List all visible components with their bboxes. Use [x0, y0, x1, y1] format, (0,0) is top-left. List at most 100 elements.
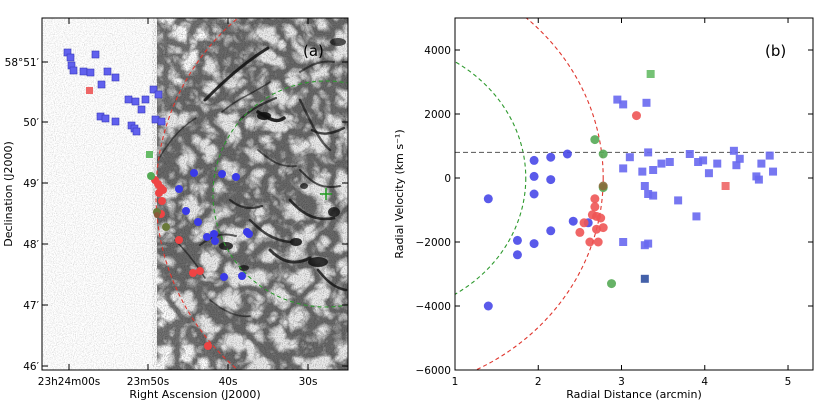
- y-tick-label: 58°51′: [5, 57, 40, 69]
- blue-square-point: [657, 159, 666, 168]
- source-markers: [63, 48, 253, 350]
- red-circle-markers: [151, 176, 212, 350]
- blue-square-point: [619, 238, 628, 246]
- navy-square-point: [640, 274, 649, 283]
- panel-b-plot-area: [455, 18, 813, 370]
- inner-circle: [455, 61, 527, 295]
- blue-square-point: [699, 156, 708, 165]
- y-tick-label: 2000: [424, 109, 451, 121]
- blue-square-point: [619, 100, 628, 109]
- panel-a-image: (a) 23h24m00s 23m50s 40s 30s 58°51′ 50′ …: [2, 17, 349, 401]
- blue-circle-point: [512, 235, 522, 245]
- panel-a-ticks: [42, 18, 348, 370]
- y-tick-label: 50′: [23, 117, 39, 129]
- red-circle-point: [631, 111, 641, 121]
- blue-square-point: [735, 154, 744, 163]
- x-tick-label: 30s: [299, 376, 318, 388]
- y-tick-label: −6000: [415, 365, 451, 377]
- olive-circle-point: [598, 181, 608, 191]
- blue-square-point: [769, 167, 778, 176]
- y-tick-label: 47′: [23, 300, 39, 312]
- blue-square-point: [649, 191, 658, 200]
- blue-square-point: [694, 158, 703, 166]
- blue-square-point: [754, 175, 763, 184]
- blue-square-point: [644, 239, 653, 248]
- x-tick-label: 23m50s: [127, 376, 169, 388]
- blue-circle-point: [483, 194, 493, 204]
- y-tick-label: −4000: [415, 301, 451, 313]
- blue-circle-point: [546, 175, 556, 185]
- blue-circle-point: [546, 226, 556, 236]
- y-tick-label: 4000: [424, 45, 451, 57]
- panel-b-frame: [454, 17, 814, 371]
- blue-circle-markers: [175, 169, 253, 281]
- panel-b-x-axis-label: Radial Distance (arcmin): [566, 388, 701, 401]
- blue-circle-point: [529, 239, 539, 249]
- blue-square-point: [765, 151, 774, 160]
- remnant-image: [42, 18, 348, 370]
- blue-circle-point: [546, 152, 556, 162]
- x-tick-label: 5: [785, 376, 792, 388]
- x-tick-label: 1: [452, 376, 459, 388]
- x-tick-label: 4: [701, 376, 708, 388]
- x-tick-label: 2: [535, 376, 542, 388]
- x-tick-label: 40s: [219, 376, 238, 388]
- blue-square-point: [729, 146, 738, 155]
- blue-square-point: [674, 196, 683, 205]
- panel-b-y-axis-label: Radial Velocity (km s⁻¹): [393, 129, 406, 258]
- blue-square-point: [644, 148, 653, 157]
- panel-b-scatter: 1 2 3 4 5 −6000 −4000 −2000 0 2000 4000 (b) Radial…: [393, 17, 814, 401]
- blue-square-point: [732, 161, 741, 170]
- red-circle-point: [579, 218, 589, 228]
- green-circle-point: [590, 135, 600, 145]
- blue-square-point: [642, 98, 651, 107]
- blue-square-markers: [63, 48, 166, 136]
- red-square-marker: [86, 87, 93, 94]
- red-circle-point: [596, 213, 606, 223]
- blue-square-point: [613, 95, 622, 104]
- y-tick-label: −2000: [415, 237, 451, 249]
- y-tick-label: 48′: [23, 239, 39, 251]
- y-tick-label: 46′: [23, 361, 39, 373]
- blue-circle-point: [529, 171, 539, 181]
- blue-circle-point: [512, 250, 522, 260]
- dark-knots: [219, 38, 346, 271]
- outer-circle: [474, 18, 604, 370]
- y-tick-label: 0: [444, 173, 451, 185]
- inner-radius-circle: [212, 80, 348, 308]
- blue-circle-point: [483, 301, 493, 311]
- blue-square-point: [619, 164, 628, 173]
- blue-square-point: [649, 166, 658, 174]
- blue-circle-point: [529, 189, 539, 199]
- x-tick-label: 3: [618, 376, 625, 388]
- green-circle-markers: [147, 172, 170, 231]
- blue-circle-point: [568, 216, 578, 226]
- red-circle-point: [593, 237, 603, 247]
- green-circle-point: [598, 149, 608, 159]
- panel-b-label: (b): [765, 42, 786, 60]
- y-tick-label: 49′: [23, 178, 39, 190]
- panel-b-axes: 1 2 3 4 5 −6000 −4000 −2000 0 2000 4000: [415, 18, 813, 388]
- green-circle-point: [607, 279, 617, 289]
- blue-square-point: [685, 150, 694, 158]
- blue-square-point: [638, 167, 647, 176]
- panel-a-y-tick-labels: 58°51′ 50′ 49′ 48′ 47′ 46′: [5, 57, 40, 373]
- green-square-marker: [146, 151, 153, 158]
- blue-square-point: [713, 159, 722, 168]
- blue-circle-point: [562, 149, 572, 159]
- red-square-point: [721, 182, 730, 190]
- blue-square-point: [692, 212, 701, 221]
- panel-a-x-axis-label: Right Ascension (J2000): [129, 388, 260, 401]
- red-circle-point: [575, 227, 585, 237]
- blue-square-point: [625, 153, 634, 162]
- panel-a-y-axis-label: Declination (J2000): [2, 141, 15, 247]
- panel-a-label: (a): [303, 42, 324, 60]
- blue-square-point: [640, 182, 649, 190]
- panel-a-frame: [41, 17, 349, 371]
- green-square-point: [646, 70, 655, 78]
- blue-square-point: [644, 190, 653, 198]
- red-circle-point: [598, 223, 608, 233]
- blue-square-point: [665, 158, 674, 166]
- x-tick-label: 23h24m00s: [38, 376, 100, 388]
